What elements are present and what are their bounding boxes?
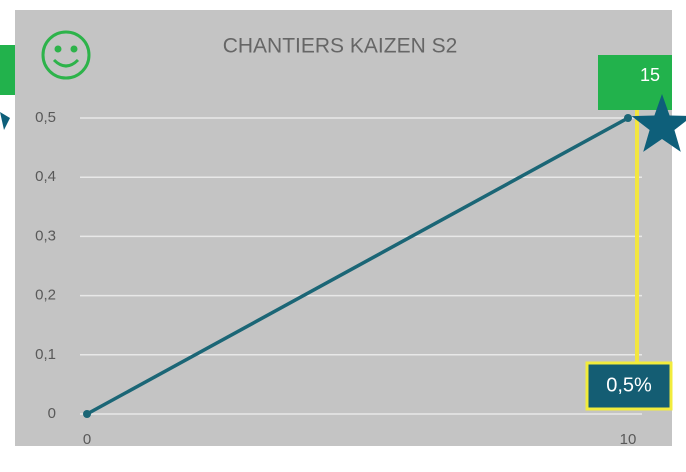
y-tick-label: 0,3 <box>35 227 56 244</box>
y-tick-label: 0,1 <box>35 346 56 363</box>
smiley-icon <box>41 30 91 80</box>
y-tick-label: 0,2 <box>35 287 56 304</box>
y-tick-label: 0,4 <box>35 168 56 185</box>
point <box>83 410 91 418</box>
percent-badge-text: 0,5% <box>606 374 652 396</box>
x-tick-label: 0 <box>83 431 91 448</box>
left-badge <box>0 45 15 95</box>
point <box>624 114 632 122</box>
left-star <box>0 112 10 130</box>
percent-badge <box>585 361 673 411</box>
chart-background <box>15 10 672 446</box>
y-tick-label: 0 <box>48 405 56 422</box>
star-icon <box>631 94 686 152</box>
value-badge-text: 15 <box>640 65 660 85</box>
line <box>86 116 629 416</box>
y-tick-label: 0,5 <box>35 109 56 126</box>
x-tick-label: 10 <box>620 431 637 448</box>
chart-title: CHANTIERS KAIZEN S2 <box>223 35 458 58</box>
